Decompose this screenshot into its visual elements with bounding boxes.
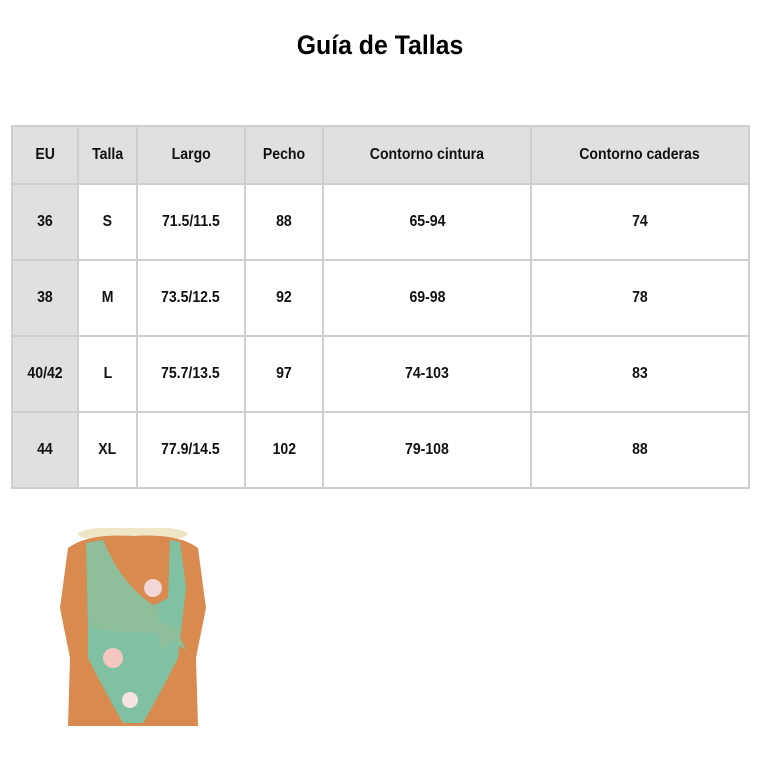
table-cell: 75.7/13.5 [135, 335, 246, 413]
table-cell: S [77, 183, 138, 261]
cell-value: 78 [631, 289, 648, 306]
cell-value: 77.9/14.5 [161, 441, 221, 458]
table-cell: 88 [243, 183, 325, 261]
cell-value: 75.7/13.5 [161, 365, 221, 382]
table-row: 44 XL 77.9/14.5 102 79-108 88 [10, 411, 751, 489]
cell-value: 71.5/11.5 [161, 213, 220, 230]
flower [122, 692, 138, 708]
page-title: Guía de Tallas [296, 30, 464, 60]
table-cell: 88 [529, 411, 751, 489]
cell-value: 88 [631, 441, 648, 458]
header-label: EU [35, 146, 55, 163]
table-cell: 74 [529, 183, 751, 261]
flower [103, 648, 123, 668]
bow-tie [156, 620, 186, 653]
cell-value: 44 [37, 441, 53, 458]
header-largo: Largo [135, 125, 246, 185]
cell-value: 38 [37, 289, 53, 306]
cell-value: XL [98, 441, 117, 458]
cell-value: 73.5/12.5 [161, 289, 221, 306]
table-cell: 74-103 [322, 335, 532, 413]
table-cell: M [77, 259, 138, 337]
header-label: Pecho [262, 146, 306, 163]
cell-value: 79-108 [405, 441, 449, 458]
table-cell: 65-94 [322, 183, 532, 261]
table-row: 38 M 73.5/12.5 92 69-98 78 [10, 259, 751, 337]
header-caderas: Contorno caderas [529, 125, 751, 185]
table-header-row: EU Talla Largo Pecho Contorno cintura Co… [10, 125, 751, 185]
cell-value: 74 [631, 213, 648, 230]
flower [144, 579, 162, 597]
table-row: 40/42 L 75.7/13.5 97 74-103 83 [10, 335, 751, 413]
table-cell: 92 [243, 259, 325, 337]
cell-value: 36 [37, 213, 53, 230]
table-cell: 77.9/14.5 [135, 411, 246, 489]
cell-value: M [101, 289, 114, 306]
header-eu: EU [10, 125, 80, 185]
table-cell: 44 [10, 411, 80, 489]
cell-value: L [103, 365, 112, 382]
header-cintura: Contorno cintura [322, 125, 532, 185]
table-row: 36 S 71.5/11.5 88 65-94 74 [10, 183, 751, 261]
cell-value: 40/42 [27, 365, 63, 382]
cell-value: 102 [272, 441, 296, 458]
cell-value: S [102, 213, 113, 230]
table-cell: 97 [243, 335, 325, 413]
header-label: Largo [171, 146, 211, 163]
table-cell: 73.5/12.5 [135, 259, 246, 337]
header-label: Contorno cintura [369, 146, 485, 163]
cell-value: 97 [276, 365, 292, 382]
table-cell: 40/42 [10, 335, 80, 413]
swimsuit-solid-panel [86, 540, 158, 633]
header-label: Contorno caderas [579, 146, 701, 163]
header-pecho: Pecho [243, 125, 325, 185]
header-talla: Talla [77, 125, 138, 185]
cell-value: 74-103 [405, 365, 449, 382]
table-cell: L [77, 335, 138, 413]
table-cell: 69-98 [322, 259, 532, 337]
cell-value: 69-98 [408, 289, 445, 306]
table-cell: 71.5/11.5 [135, 183, 246, 261]
table-cell: XL [77, 411, 138, 489]
cell-value: 65-94 [408, 213, 445, 230]
cell-value: 92 [276, 289, 292, 306]
header-label: Talla [91, 146, 123, 163]
table-cell: 102 [243, 411, 325, 489]
table-cell: 36 [10, 183, 80, 261]
cell-value: 83 [631, 365, 648, 382]
swimsuit-photo [60, 528, 206, 726]
table-cell: 79-108 [322, 411, 532, 489]
table-cell: 38 [10, 259, 80, 337]
table-cell: 78 [529, 259, 751, 337]
table-cell: 83 [529, 335, 751, 413]
size-chart-table: EU Talla Largo Pecho Contorno cintura Co… [10, 125, 751, 489]
cell-value: 88 [276, 213, 292, 230]
